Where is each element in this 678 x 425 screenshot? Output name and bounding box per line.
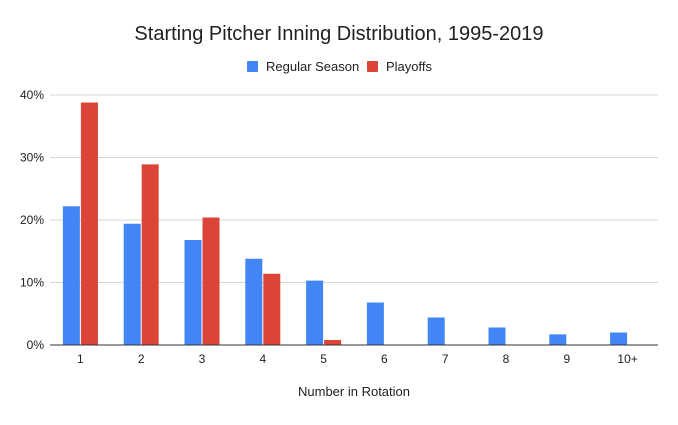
y-tick-label: 10%: [20, 276, 44, 290]
bar-playoffs-1: [80, 102, 98, 345]
bar-playoffs-5: [324, 340, 342, 345]
bar-regular-season-7: [427, 317, 445, 345]
bar-regular-season-9: [549, 334, 567, 345]
legend-label-regular-season: Regular Season: [266, 59, 359, 74]
legend-label-playoffs: Playoffs: [386, 59, 433, 74]
x-tick-label: 5: [320, 352, 327, 366]
bar-regular-season-1: [62, 206, 80, 345]
x-tick-label: 4: [259, 352, 266, 366]
gridlines: [50, 94, 658, 283]
y-tick-label: 30%: [20, 151, 44, 165]
bar-playoffs-4: [263, 273, 281, 345]
bar-regular-season-6: [366, 302, 384, 345]
legend: Regular Season Playoffs: [247, 59, 433, 74]
x-axis-ticks: 1 2 3 4 5 6 7 8 9 10+: [77, 352, 638, 366]
bar-playoffs-3: [202, 217, 220, 345]
x-tick-label: 3: [199, 352, 206, 366]
x-tick-label: 7: [442, 352, 449, 366]
bars: [50, 102, 658, 346]
y-tick-label: 0%: [27, 338, 45, 352]
x-tick-label: 8: [503, 352, 510, 366]
bar-regular-season-3: [184, 240, 202, 345]
bar-regular-season-8: [488, 327, 506, 345]
legend-swatch-playoffs: [367, 61, 378, 72]
x-tick-label: 9: [563, 352, 570, 366]
bar-regular-season-5: [306, 280, 324, 345]
legend-swatch-regular-season: [247, 61, 258, 72]
x-tick-label: 1: [77, 352, 84, 366]
bar-regular-season-2: [123, 223, 141, 345]
x-axis-title: Number in Rotation: [298, 384, 410, 399]
bar-regular-season-4: [245, 258, 263, 345]
y-tick-label: 20%: [20, 213, 44, 227]
y-tick-label: 40%: [20, 88, 44, 102]
bar-playoffs-2: [141, 164, 159, 345]
x-tick-label: 10+: [617, 352, 637, 366]
bar-regular-season-10plus: [610, 332, 628, 345]
y-axis-ticks: 0% 10% 20% 30% 40%: [20, 88, 44, 352]
x-tick-label: 6: [381, 352, 388, 366]
chart-title: Starting Pitcher Inning Distribution, 19…: [134, 23, 543, 45]
x-tick-label: 2: [138, 352, 145, 366]
